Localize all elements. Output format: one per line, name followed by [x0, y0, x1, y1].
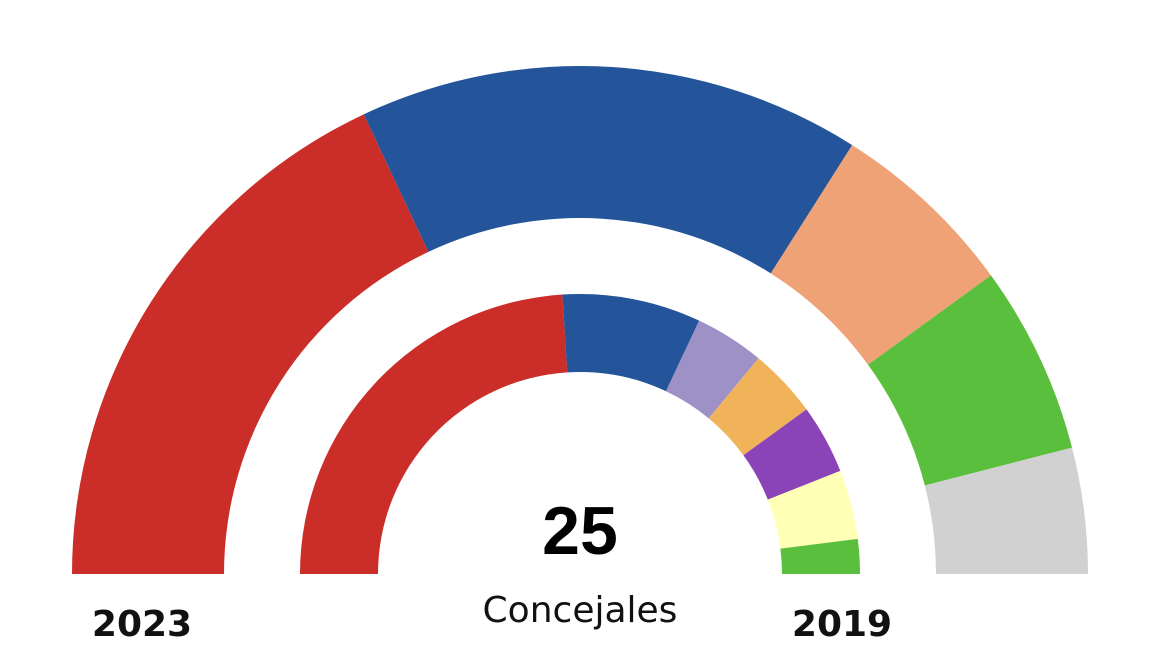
seats-sublabel: Concejales — [483, 590, 678, 631]
seat-segment-2023-1 — [363, 66, 853, 274]
seat-segment-2023-3 — [868, 275, 1073, 486]
total-seats-label: 25 — [542, 493, 618, 569]
seat-segment-2019-6 — [780, 538, 860, 574]
chart-rings — [72, 66, 1088, 575]
seat-segment-2019-5 — [767, 470, 858, 549]
seat-segment-2019-0 — [300, 294, 568, 574]
inner-ring-year-label: 2019 — [792, 604, 892, 645]
seat-segment-2019-2 — [666, 320, 759, 419]
seat-segment-2019-4 — [743, 409, 841, 500]
seat-segment-2019-1 — [562, 294, 700, 392]
outer-ring-year-label: 2023 — [92, 604, 192, 645]
seat-segment-2023-0 — [72, 114, 429, 575]
seat-segment-2023-2 — [770, 145, 991, 365]
seat-segment-2019-3 — [708, 358, 807, 456]
seat-segment-2023-4 — [924, 447, 1088, 574]
